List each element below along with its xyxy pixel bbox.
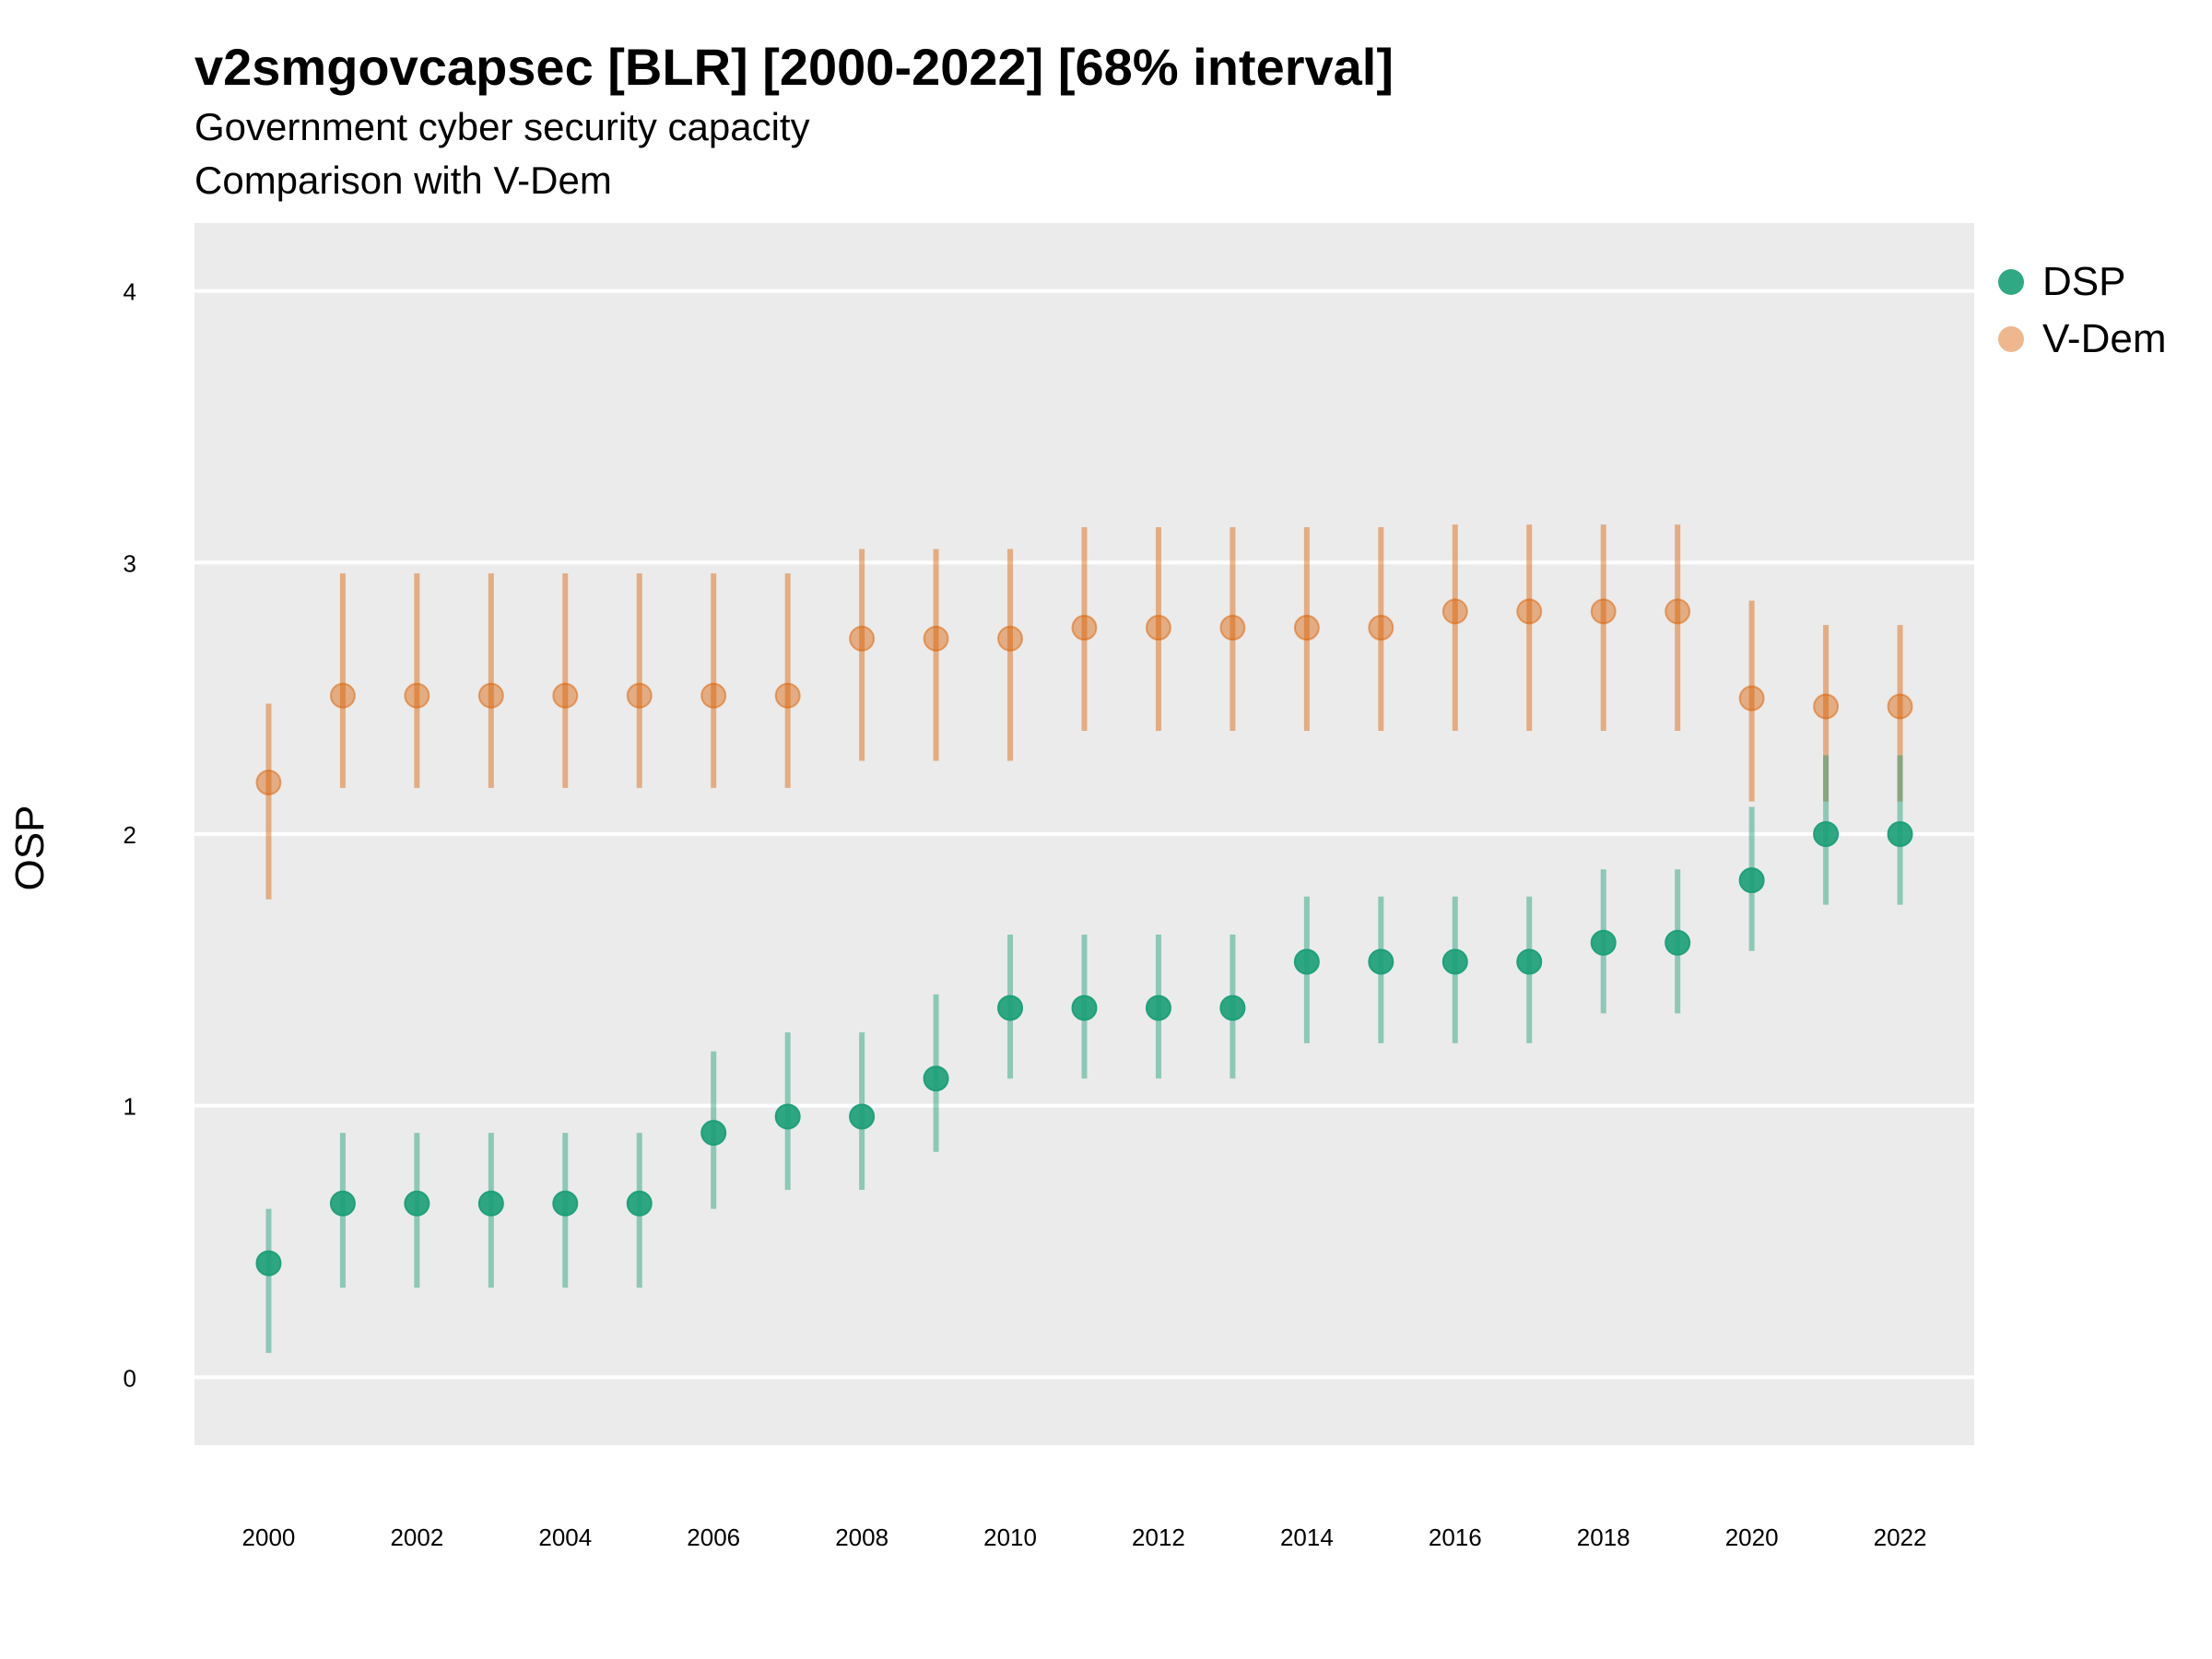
y-tick-label-0: 0 xyxy=(124,1364,136,1392)
vdem-point-2009 xyxy=(923,625,949,652)
gridlines xyxy=(194,288,1974,1380)
vdem-point-2007 xyxy=(774,682,801,709)
chart-subtitle-line-2: Comparison with V-Dem xyxy=(194,159,612,202)
dsp-point-2014 xyxy=(1293,948,1320,975)
series-vdem xyxy=(255,524,1913,900)
vdem-point-2012 xyxy=(1145,615,1171,641)
legend-item-vdem: V-Dem xyxy=(1998,311,2166,368)
dsp-point-2003 xyxy=(477,1190,504,1217)
x-tick-label-2002: 2002 xyxy=(390,1524,443,1551)
x-tick-label-2004: 2004 xyxy=(538,1524,592,1551)
dsp-point-2008 xyxy=(849,1103,876,1130)
vdem-point-2001 xyxy=(329,682,356,709)
dsp-point-2009 xyxy=(923,1065,949,1092)
legend-item-dsp: DSP xyxy=(1998,253,2166,311)
legend-key-dsp xyxy=(1998,269,2024,295)
dsp-point-2007 xyxy=(774,1103,801,1130)
vdem-point-2021 xyxy=(1813,693,1840,720)
dsp-point-2017 xyxy=(1516,948,1543,975)
legend-key-vdem xyxy=(1998,326,2024,352)
dsp-point-2019 xyxy=(1665,929,1691,956)
legend: DSP V-Dem xyxy=(1998,253,2166,368)
vdem-point-2002 xyxy=(404,682,430,709)
vdem-point-2013 xyxy=(1219,615,1246,641)
dsp-point-2011 xyxy=(1071,994,1098,1021)
y-tick-label-3: 3 xyxy=(124,549,136,577)
legend-label-dsp: DSP xyxy=(2042,259,2126,304)
dsp-point-2012 xyxy=(1145,994,1171,1021)
vdem-point-2019 xyxy=(1665,598,1691,625)
dsp-point-2022 xyxy=(1887,821,1913,847)
x-tick-label-2016: 2016 xyxy=(1429,1524,1482,1551)
chart-subtitle-line-1: Government cyber security capacity xyxy=(194,105,810,148)
x-tick-label-2012: 2012 xyxy=(1132,1524,1185,1551)
vdem-point-2011 xyxy=(1071,615,1098,641)
dsp-point-2015 xyxy=(1368,948,1394,975)
vdem-point-2016 xyxy=(1441,598,1468,625)
legend-label-vdem: V-Dem xyxy=(2042,316,2167,361)
dsp-point-2000 xyxy=(255,1250,282,1277)
dsp-point-2018 xyxy=(1590,929,1617,956)
vdem-point-2015 xyxy=(1368,615,1394,641)
vdem-point-2010 xyxy=(997,625,1024,652)
y-axis-label: OSP xyxy=(7,806,53,891)
dsp-point-2020 xyxy=(1738,867,1765,894)
x-tick-label-2006: 2006 xyxy=(687,1524,740,1551)
vdem-point-2022 xyxy=(1887,693,1913,720)
dsp-point-2005 xyxy=(626,1190,653,1217)
y-tick-label-4: 4 xyxy=(124,278,136,306)
x-tick-label-2014: 2014 xyxy=(1280,1524,1334,1551)
vdem-point-2008 xyxy=(849,625,876,652)
dsp-point-2001 xyxy=(329,1190,356,1217)
vdem-point-2014 xyxy=(1293,615,1320,641)
chart-title: v2smgovcapsec [BLR] [2000-2022] [68% int… xyxy=(194,38,1394,96)
dsp-point-2004 xyxy=(552,1190,579,1217)
dsp-point-2006 xyxy=(700,1120,727,1147)
vdem-point-2000 xyxy=(255,770,282,796)
x-tick-label-2000: 2000 xyxy=(242,1524,296,1551)
x-tick-label-2022: 2022 xyxy=(1874,1524,1927,1551)
x-tick-label-2018: 2018 xyxy=(1577,1524,1630,1551)
dsp-point-2021 xyxy=(1813,821,1840,847)
vdem-point-2005 xyxy=(626,682,653,709)
vdem-point-2004 xyxy=(552,682,579,709)
data-marks xyxy=(255,524,1913,1353)
series-dsp xyxy=(255,755,1913,1353)
vdem-point-2017 xyxy=(1516,598,1543,625)
y-tick-label-1: 1 xyxy=(124,1093,136,1121)
y-axis-ticks: 0 1 2 3 4 xyxy=(124,278,136,1393)
vdem-point-2020 xyxy=(1738,685,1765,712)
x-axis-ticks: 2000 2002 2004 2006 2008 2010 2012 2014 2016 2018… xyxy=(242,1524,1927,1551)
x-tick-label-2008: 2008 xyxy=(835,1524,888,1551)
dsp-point-2002 xyxy=(404,1190,430,1217)
dsp-point-2010 xyxy=(997,994,1024,1021)
x-tick-label-2010: 2010 xyxy=(983,1524,1037,1551)
dsp-point-2013 xyxy=(1219,994,1246,1021)
vdem-point-2018 xyxy=(1590,598,1617,625)
vdem-point-2006 xyxy=(700,682,727,709)
x-tick-label-2020: 2020 xyxy=(1725,1524,1779,1551)
y-tick-label-2: 2 xyxy=(124,821,136,849)
dsp-point-2016 xyxy=(1441,948,1468,975)
vdem-point-2003 xyxy=(477,682,504,709)
